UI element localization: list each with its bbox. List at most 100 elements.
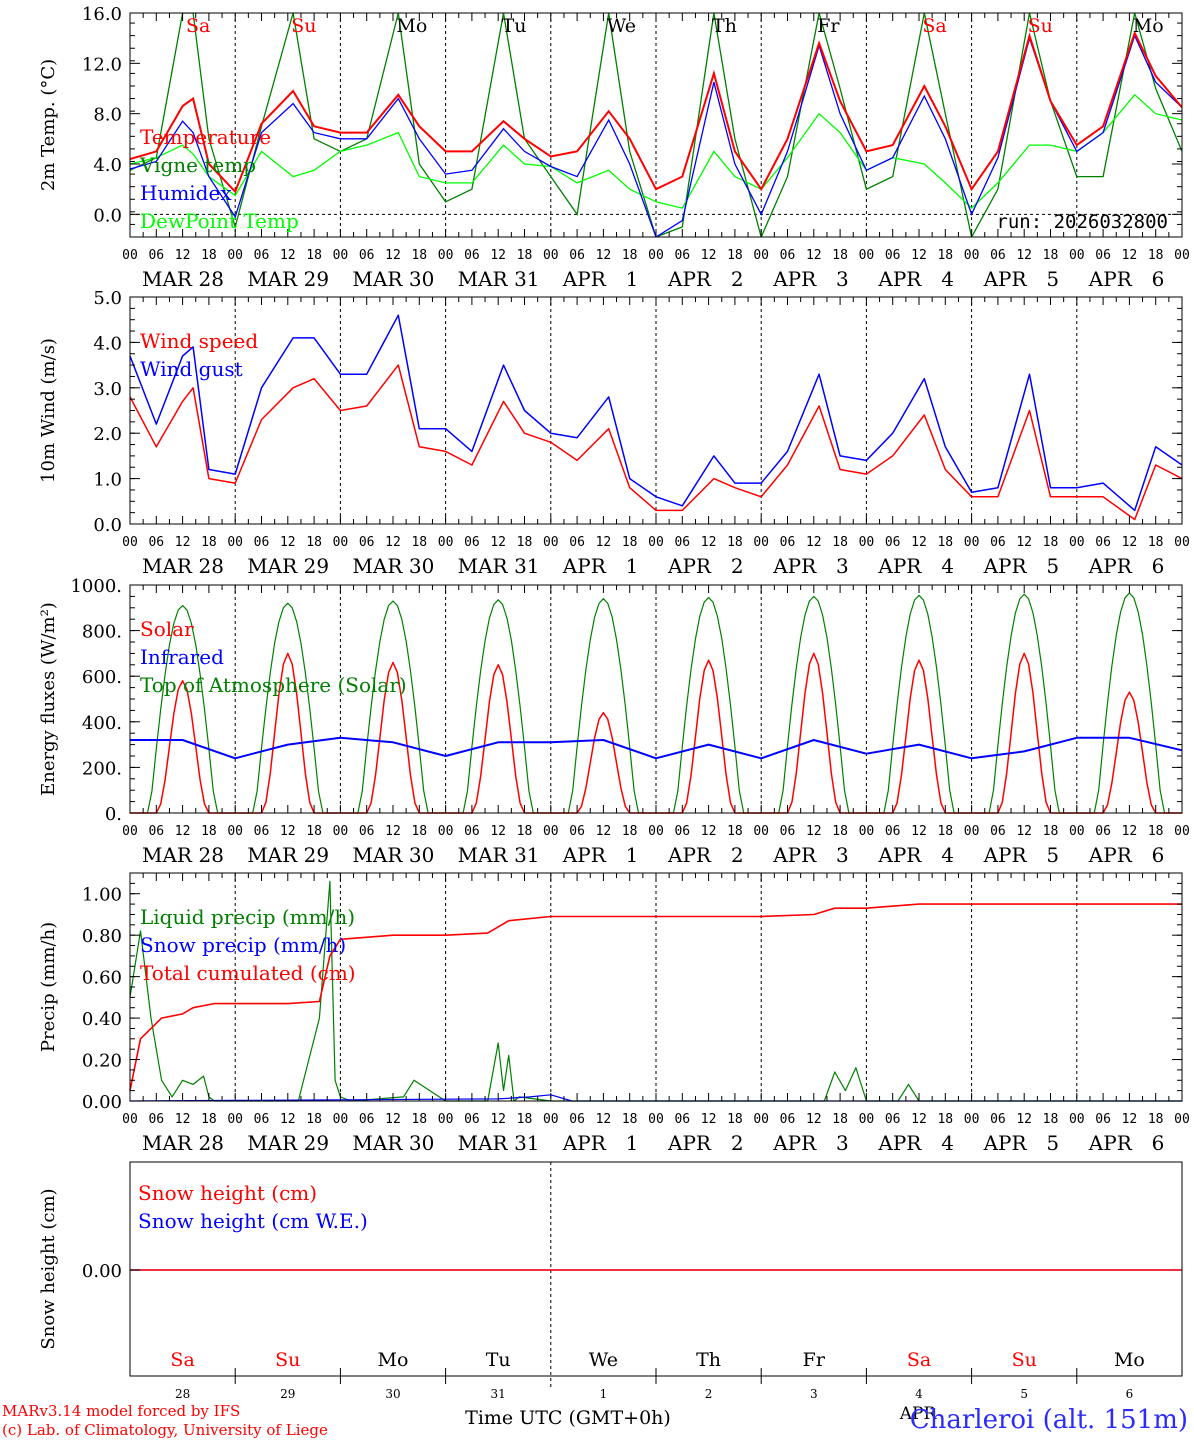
hour-tick-label: 06 xyxy=(780,535,796,550)
hour-tick-label: 06 xyxy=(359,824,375,839)
month-label: APR xyxy=(899,1404,938,1424)
day-number-label: 3 xyxy=(836,267,849,291)
weekday-label-bottom: Su xyxy=(275,1349,300,1371)
day-number-small: 3 xyxy=(810,1387,818,1401)
y-tick-label: 3.0 xyxy=(93,379,122,400)
day-number-label: 31 xyxy=(514,267,539,291)
hour-tick-label: 06 xyxy=(148,248,164,263)
day-month-label: MAR xyxy=(247,843,298,867)
day-number-label: 31 xyxy=(514,1131,539,1155)
hour-tick-label: 00 xyxy=(543,824,559,839)
hour-tick-label: 00 xyxy=(333,1112,349,1127)
hour-tick-label: 12 xyxy=(1122,248,1138,263)
hour-tick-label: 18 xyxy=(411,535,427,550)
day-number-label: 4 xyxy=(941,554,954,578)
hour-tick-label: 12 xyxy=(490,535,506,550)
hour-tick-label: 12 xyxy=(1016,824,1032,839)
day-number-label: 1 xyxy=(626,1131,639,1155)
hour-tick-label: 18 xyxy=(832,1112,848,1127)
day-number-label: 1 xyxy=(626,554,639,578)
y-tick-label: 1000. xyxy=(70,576,122,597)
hour-tick-label: 06 xyxy=(885,535,901,550)
hour-tick-label: 00 xyxy=(964,1112,980,1127)
hour-tick-label: 18 xyxy=(1043,535,1059,550)
day-number-label: 5 xyxy=(1046,267,1059,291)
hour-tick-label: 18 xyxy=(622,535,638,550)
hour-tick-label: 00 xyxy=(753,1112,769,1127)
hour-tick-label: 12 xyxy=(490,248,506,263)
day-month-label: APR xyxy=(772,843,817,867)
hour-tick-label: 06 xyxy=(885,248,901,263)
hour-tick-label: 06 xyxy=(780,824,796,839)
hour-tick-label: 06 xyxy=(148,1112,164,1127)
day-number-label: 3 xyxy=(836,1131,849,1155)
day-number-label: 3 xyxy=(836,843,849,867)
day-month-label: APR xyxy=(667,843,712,867)
hour-tick-label: 18 xyxy=(517,1112,533,1127)
hour-tick-label: 00 xyxy=(648,824,664,839)
day-month-label: MAR xyxy=(142,1131,193,1155)
hour-tick-label: 18 xyxy=(306,535,322,550)
y-tick-label: 1.00 xyxy=(82,885,122,906)
series-line-infrared xyxy=(130,736,1183,760)
hour-tick-label: 06 xyxy=(1095,248,1111,263)
hour-tick-label: 06 xyxy=(990,248,1006,263)
hour-tick-label: 18 xyxy=(1148,248,1164,263)
weekday-label: Fr xyxy=(817,15,840,37)
hour-tick-label: 18 xyxy=(1043,248,1059,263)
hour-tick-label: 12 xyxy=(280,1112,296,1127)
hour-tick-label: 18 xyxy=(306,1112,322,1127)
hour-tick-label: 00 xyxy=(543,535,559,550)
y-tick-label: 0. xyxy=(105,804,122,825)
hour-tick-label: 06 xyxy=(254,248,270,263)
day-number-label: 30 xyxy=(409,1131,434,1155)
station-name: Charleroi (alt. 151m) xyxy=(910,1405,1188,1435)
hour-tick-label: 12 xyxy=(175,824,191,839)
hour-tick-label: 18 xyxy=(832,248,848,263)
day-month-label: APR xyxy=(562,267,607,291)
hour-tick-label: 12 xyxy=(806,824,822,839)
legend-entry: Vigne temp xyxy=(139,153,256,177)
day-month-label: MAR xyxy=(352,554,403,578)
hour-tick-label: 12 xyxy=(175,1112,191,1127)
series-line-temperature xyxy=(130,30,1182,194)
day-month-label: APR xyxy=(983,1131,1028,1155)
x-axis-label: Time UTC (GMT+0h) xyxy=(465,1407,671,1429)
day-number-label: 29 xyxy=(304,1131,329,1155)
hour-tick-label: 12 xyxy=(911,535,927,550)
weekday-label: Tu xyxy=(502,15,527,37)
y-tick-label: 8.0 xyxy=(93,105,122,126)
hour-tick-label: 18 xyxy=(1148,824,1164,839)
hour-tick-label: 00 xyxy=(859,535,875,550)
series-line-total-cumulated-cm- xyxy=(129,903,1182,1091)
hour-tick-label: 18 xyxy=(727,824,743,839)
day-number-label: 31 xyxy=(514,554,539,578)
hour-tick-label: 12 xyxy=(175,535,191,550)
day-number-label: 2 xyxy=(731,1131,744,1155)
hour-tick-label: 18 xyxy=(201,248,217,263)
weekday-label: We xyxy=(607,15,636,37)
weekday-label-bottom: Tu xyxy=(486,1349,511,1371)
legend-entry: Humidex xyxy=(140,181,232,205)
hour-tick-label: 18 xyxy=(306,824,322,839)
day-month-label: APR xyxy=(667,1131,712,1155)
hour-tick-label: 06 xyxy=(885,1112,901,1127)
hour-tick-label: 12 xyxy=(385,248,401,263)
weekday-label-bottom: We xyxy=(589,1349,618,1371)
hour-tick-label: 12 xyxy=(385,824,401,839)
day-month-label: MAR xyxy=(247,554,298,578)
model-credit: MARv3.14 model forced by IFS xyxy=(2,1402,240,1420)
hour-tick-label-end: 00 xyxy=(1174,248,1190,263)
hour-tick-label: 06 xyxy=(464,824,480,839)
day-number-label: 29 xyxy=(304,267,329,291)
day-number-small: 1 xyxy=(600,1387,608,1401)
hour-tick-label-end: 00 xyxy=(1174,1112,1190,1127)
weekday-label: Su xyxy=(1028,15,1053,37)
day-month-label: MAR xyxy=(458,554,509,578)
hour-tick-label: 00 xyxy=(227,824,243,839)
day-month-label: MAR xyxy=(352,843,403,867)
day-number-label: 1 xyxy=(626,843,639,867)
hour-tick-label: 18 xyxy=(411,824,427,839)
weekday-label: Th xyxy=(712,15,737,37)
